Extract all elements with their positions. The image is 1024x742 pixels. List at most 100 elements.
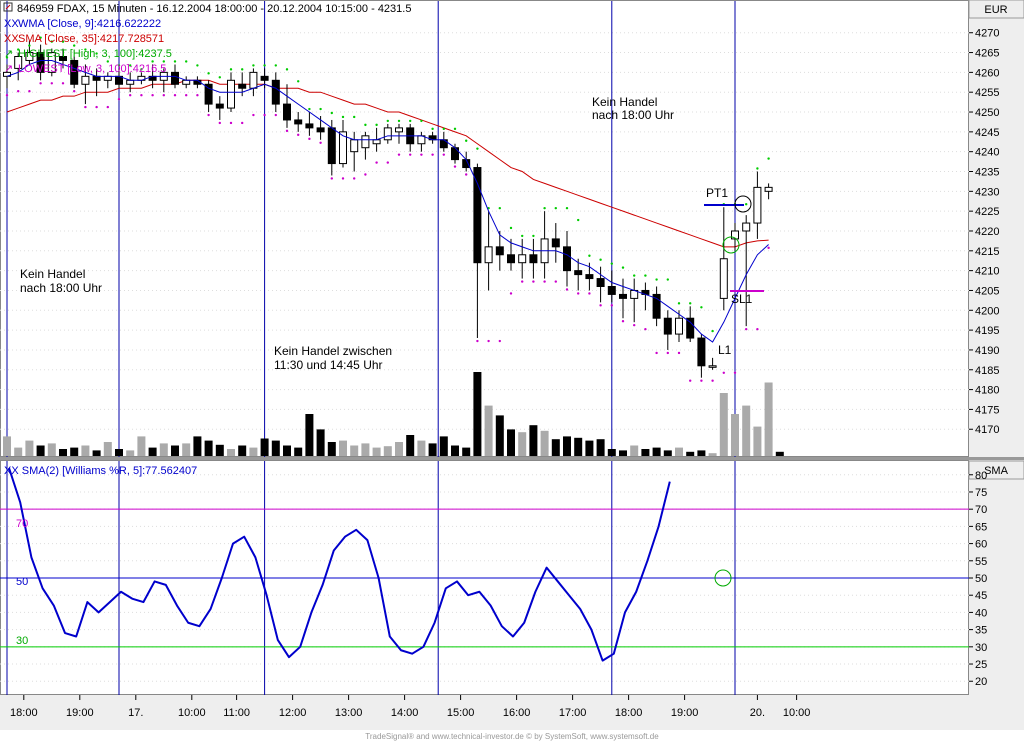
- highest-dot: [588, 254, 591, 257]
- lowest-dot: [745, 327, 748, 331]
- highest-dot: [173, 60, 177, 63]
- highest-dot: [554, 206, 557, 210]
- lowest-dot: [420, 153, 423, 156]
- candle: [607, 270, 616, 303]
- price-tick-label: 4170: [975, 424, 999, 436]
- highest-dot: [689, 302, 692, 305]
- lowest-dot: [297, 133, 300, 137]
- highest-dot: [476, 147, 479, 150]
- time-tick-label: 17.: [128, 707, 143, 719]
- highest-dot: [285, 68, 289, 71]
- highest-dot: [73, 44, 76, 47]
- lowest-dot: [577, 292, 580, 295]
- time-tick-label: 16:00: [503, 707, 531, 719]
- highest-dot: [700, 306, 703, 309]
- highest-dot: [767, 157, 770, 160]
- candle-body: [182, 79, 191, 85]
- price-panel[interactable]: [0, 0, 969, 457]
- candle-body: [495, 246, 504, 256]
- currency-label: EUR: [984, 4, 1007, 16]
- candle-body: [316, 127, 325, 133]
- lowest-dot: [162, 94, 165, 97]
- volume-bar: [652, 447, 661, 456]
- candle-body: [81, 75, 90, 85]
- indicator-levels: [0, 508, 969, 648]
- no-trade-note-2-line1: Kein Handel zwischen: [274, 344, 392, 358]
- legend-entry: LOWEST [Low, 3, 100]:4216.5: [18, 63, 166, 75]
- highest-dot: [353, 115, 356, 119]
- lowest-dot: [364, 173, 367, 176]
- price-axis-background: [969, 0, 1024, 742]
- candle-body: [339, 131, 347, 165]
- lowest-dot: [610, 304, 613, 307]
- indicator-axis-box: [968, 460, 1024, 480]
- volume-bar: [518, 432, 527, 456]
- lowest-dot: [677, 351, 681, 355]
- volume-bar: [551, 439, 560, 456]
- candle-body: [249, 71, 258, 89]
- candle: [47, 48, 56, 77]
- highest-dot: [151, 60, 154, 63]
- candle: [663, 310, 672, 350]
- lowest-dot: [95, 105, 98, 109]
- candle-body: [92, 75, 101, 81]
- header-icon: [3, 2, 13, 12]
- header: 846959 FDAX, 15 Minuten - 16.12.2004 18:…: [3, 2, 411, 15]
- candle-body: [529, 254, 538, 264]
- candle-body: [271, 79, 280, 105]
- volume-bar: [103, 442, 112, 456]
- highest-dot: [50, 40, 53, 43]
- sma-series: [6, 79, 769, 248]
- candle: [518, 238, 527, 279]
- candle-body: [518, 254, 527, 264]
- indicator-tick-label: 40: [975, 607, 987, 619]
- highest-dot: [39, 36, 42, 39]
- level-50-label: 50: [16, 576, 28, 588]
- lowest-dot: [700, 379, 703, 382]
- volume-bar: [641, 449, 650, 456]
- volume-bar: [697, 450, 706, 456]
- indicator-tick-label: 55: [975, 556, 987, 568]
- volume-bar: [507, 429, 515, 456]
- time-axis-background: [0, 695, 969, 730]
- lowest-dot: [106, 105, 110, 109]
- lowest-dot: [565, 288, 569, 291]
- candle: [652, 286, 661, 327]
- highest-dot: [666, 278, 669, 281]
- candle-body: [126, 79, 135, 85]
- volume-bar: [473, 372, 482, 456]
- time-tick-label: 18:00: [615, 707, 643, 719]
- indicator-tick-label: 65: [975, 521, 987, 533]
- volume-bar: [148, 447, 157, 456]
- indicator-tick-label: 60: [975, 539, 987, 551]
- candle: [708, 357, 717, 370]
- lowest-dot: [341, 177, 345, 180]
- highest-dot: [543, 206, 546, 210]
- lowest-dot: [465, 173, 468, 176]
- lowest-dot: [84, 105, 87, 109]
- no-trade-note-1-line2: nach 18:00 Uhr: [20, 281, 102, 295]
- candle: [271, 72, 280, 113]
- highest-dot: [185, 60, 188, 63]
- lowest-dot: [532, 280, 535, 283]
- highest-dot: [577, 218, 580, 222]
- currency-box: [968, 0, 1024, 19]
- volume-bar: [294, 447, 303, 456]
- volume-bar: [182, 443, 191, 456]
- candle-body: [462, 159, 471, 169]
- volume-bar: [47, 443, 56, 456]
- highest-dot: [162, 60, 165, 63]
- candle-body: [473, 167, 482, 264]
- candle: [675, 310, 683, 343]
- highest-dot: [319, 107, 322, 111]
- lowest-dot: [218, 121, 221, 125]
- footer-credit: TradeSignal® and www.technical-investor.…: [365, 732, 659, 741]
- candle-body: [619, 293, 627, 299]
- volume-bar: [753, 426, 762, 456]
- volume-bar: [596, 439, 605, 456]
- candle: [742, 215, 751, 327]
- candle: [70, 56, 79, 89]
- highest-dot: [677, 302, 681, 305]
- volume-bar: [484, 405, 493, 456]
- no-trade-note-1-line1: Kein Handel: [20, 267, 85, 281]
